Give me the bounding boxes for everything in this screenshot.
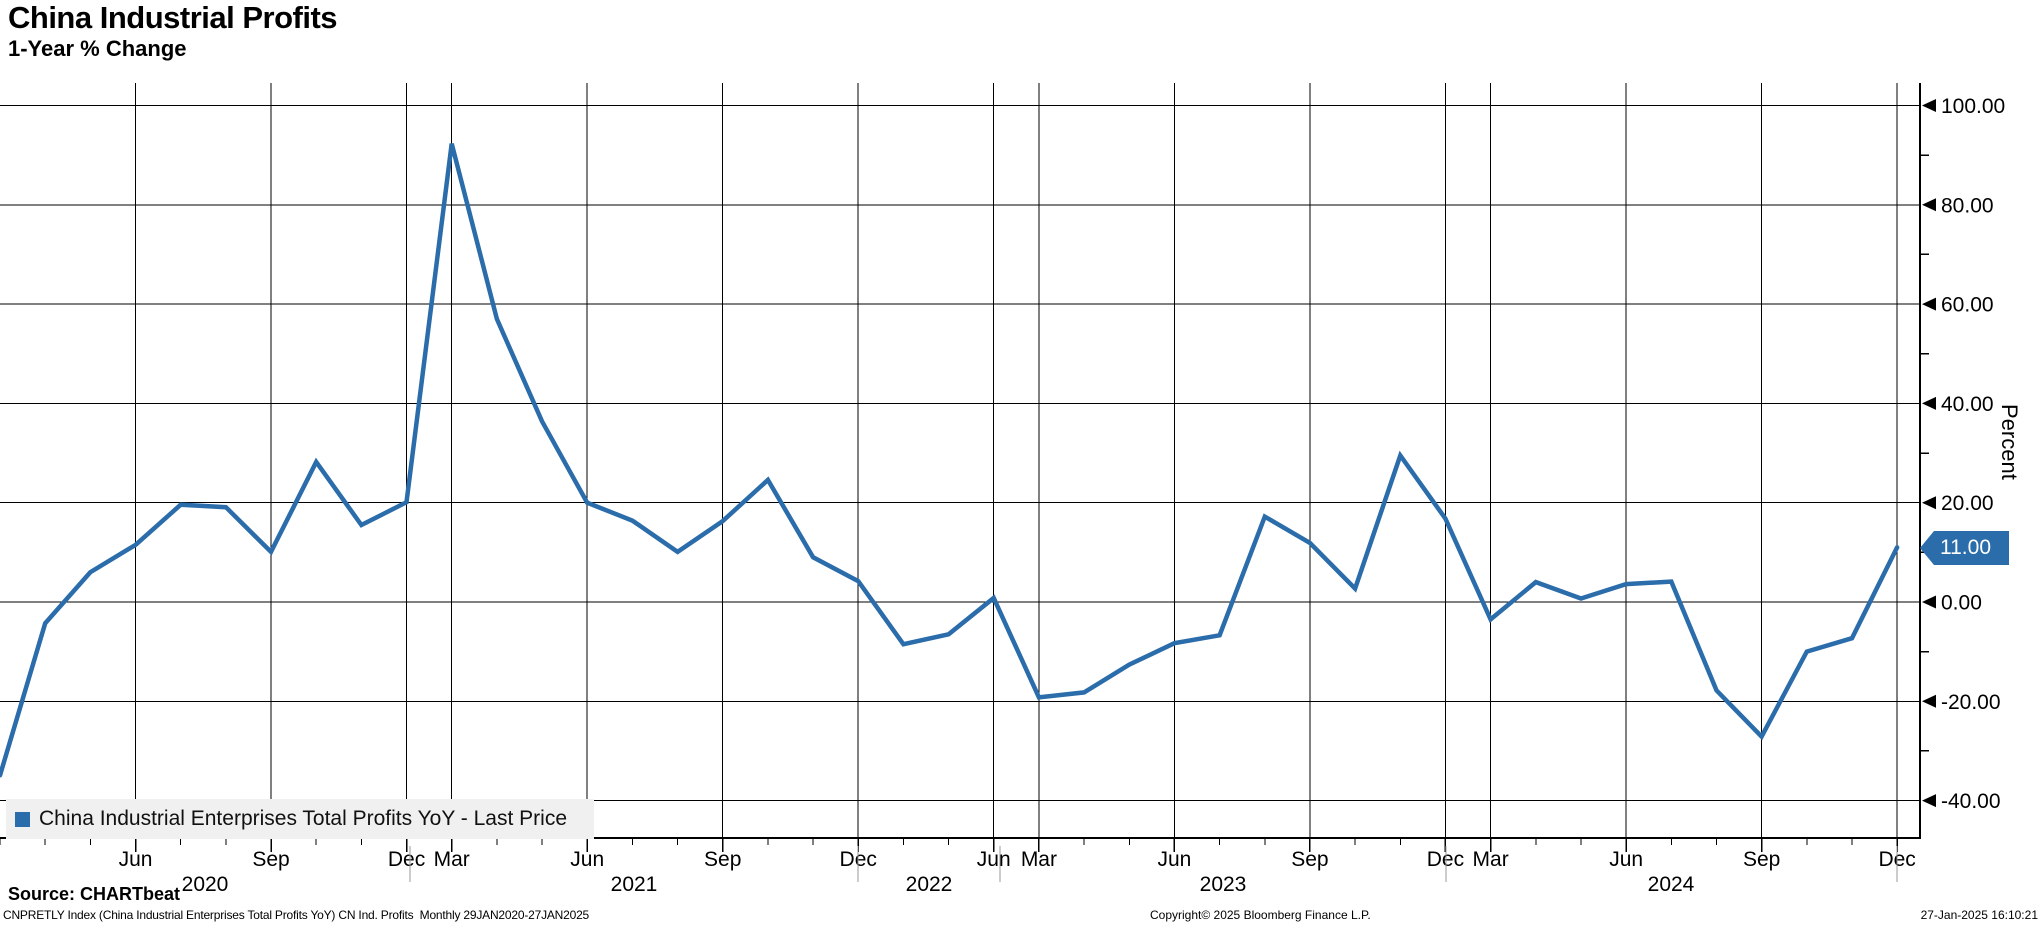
svg-text:Sep: Sep xyxy=(252,848,289,871)
x-axis-month-labels: Jun Sep Dec Mar Jun Sep Dec Jun Mar Jun Sep Dec Mar J… xyxy=(119,848,1916,871)
svg-text:-40.00: -40.00 xyxy=(1941,790,2001,813)
footer-ticker-description: CNPRETLY Index (China Industrial Enterpr… xyxy=(3,908,590,922)
x-axis-year-labels: 2020 2021 2022 2023 2024 xyxy=(182,873,1695,896)
page-title: China Industrial Profits xyxy=(8,0,338,35)
y-gridlines xyxy=(0,105,1920,802)
svg-text:Mar: Mar xyxy=(1021,848,1057,871)
svg-text:Sep: Sep xyxy=(1291,848,1328,871)
svg-text:Dec: Dec xyxy=(1427,848,1464,871)
x-axis-minor-ticks xyxy=(0,838,1898,845)
svg-text:2024: 2024 xyxy=(1648,873,1695,896)
last-price-tag: 11.00 xyxy=(1920,531,2009,565)
x-gridlines xyxy=(135,83,1898,838)
page-subtitle: 1-Year % Change xyxy=(8,36,187,61)
svg-text:0.00: 0.00 xyxy=(1941,592,1982,615)
svg-text:2022: 2022 xyxy=(906,873,953,896)
svg-text:40.00: 40.00 xyxy=(1941,393,1994,416)
footer-copyright: Copyright© 2025 Bloomberg Finance L.P. xyxy=(1150,908,1371,922)
svg-text:Jun: Jun xyxy=(1157,848,1191,871)
svg-text:Sep: Sep xyxy=(1743,848,1780,871)
svg-text:-20.00: -20.00 xyxy=(1941,691,2001,714)
svg-text:Jun: Jun xyxy=(1609,848,1643,871)
footer-datetime: 27-Jan-2025 16:10:21 xyxy=(1920,908,2038,922)
svg-text:Jun: Jun xyxy=(977,848,1011,871)
legend-series-swatch-icon xyxy=(15,811,30,827)
y-axis-ticks xyxy=(1922,99,1936,808)
svg-text:Dec: Dec xyxy=(388,848,425,871)
data-line-series xyxy=(0,143,1900,778)
y-axis-title: Percent xyxy=(1997,404,2022,480)
svg-text:2021: 2021 xyxy=(611,873,658,896)
svg-text:Jun: Jun xyxy=(119,848,153,871)
legend[interactable]: China Industrial Enterprises Total Profi… xyxy=(6,799,594,839)
y-axis-minor-ticks xyxy=(1920,154,1929,752)
svg-text:2023: 2023 xyxy=(1200,873,1247,896)
svg-text:80.00: 80.00 xyxy=(1941,194,1994,217)
svg-text:Mar: Mar xyxy=(434,848,470,871)
svg-text:Jun: Jun xyxy=(570,848,604,871)
svg-text:60.00: 60.00 xyxy=(1941,294,1994,317)
year-separators xyxy=(409,846,1898,882)
svg-text:Mar: Mar xyxy=(1473,848,1509,871)
svg-text:100.00: 100.00 xyxy=(1941,95,2005,118)
svg-text:20.00: 20.00 xyxy=(1941,492,1994,515)
svg-text:Sep: Sep xyxy=(704,848,741,871)
y-axis-tick-labels: 100.00 80.00 60.00 40.00 20.00 0.00 -20.00 -40.… xyxy=(1941,95,2005,813)
svg-text:2020: 2020 xyxy=(182,873,229,896)
footer-source: Source: CHARTbeat xyxy=(8,884,181,904)
legend-series-label: China Industrial Enterprises Total Profi… xyxy=(39,807,567,830)
axes xyxy=(0,83,1921,839)
